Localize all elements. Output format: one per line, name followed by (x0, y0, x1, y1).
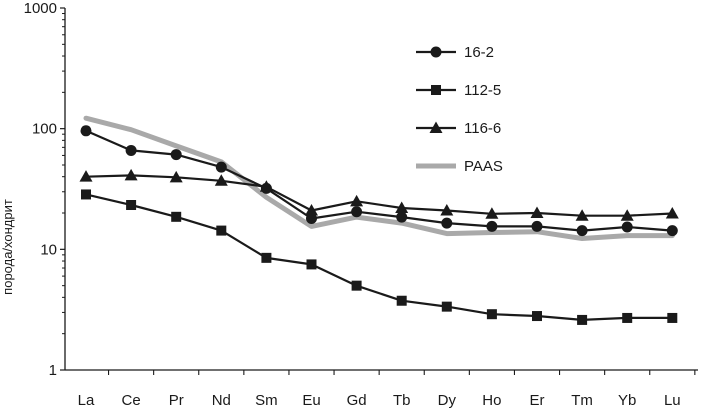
x-tick-label: Yb (618, 392, 636, 409)
x-tick-label: Nd (212, 392, 231, 409)
legend: 16-2 112-5 116-6 PAAS (416, 44, 503, 175)
legend-label-paas: PAAS (464, 158, 503, 175)
series-line-112-5 (84, 193, 674, 321)
data-point-16-2 (576, 225, 588, 237)
series-line-116-6 (84, 174, 674, 217)
series-112-5 (81, 189, 678, 325)
x-tick-label: Tm (571, 392, 593, 409)
data-point-112-5 (261, 252, 272, 263)
data-point-116-6 (575, 209, 589, 221)
data-point-112-5 (622, 312, 633, 323)
data-point-116-6 (485, 207, 499, 219)
x-tick-label: Sm (255, 392, 278, 409)
legend-item-paas: PAAS (416, 158, 503, 175)
legend-marker-112-5 (431, 85, 441, 95)
data-point-16-2 (351, 206, 363, 218)
x-tick-label: Dy (438, 392, 457, 409)
data-point-112-5 (171, 211, 182, 222)
legend-label-116-6: 116-6 (464, 120, 501, 137)
axes: 1 10 100 1000 La Ce Pr Nd Sm Eu Gd Tb Dy Ho Er Tm Yb Lu (24, 0, 698, 409)
data-point-16-2 (486, 220, 498, 232)
data-point-112-5 (306, 259, 317, 270)
data-point-112-5 (216, 225, 227, 236)
series-line-16-2 (84, 129, 674, 232)
legend-label-16-2: 16-2 (464, 44, 494, 61)
y-tick-label: 1 (49, 362, 57, 379)
series-layer (79, 115, 679, 325)
legend-marker-116-6 (429, 121, 443, 133)
data-point-116-6 (620, 209, 634, 221)
x-tick-label: Pr (169, 392, 184, 409)
x-tick-label: Gd (347, 392, 367, 409)
data-point-116-6 (395, 201, 409, 214)
data-point-116-6 (665, 207, 679, 219)
y-axis-label: порода/хондрит (0, 199, 15, 295)
data-point-16-2 (80, 125, 92, 137)
data-point-112-5 (486, 309, 497, 320)
data-point-16-2 (621, 221, 633, 233)
y-tick-label: 100 (32, 121, 57, 138)
series-paas (83, 115, 675, 241)
data-point-116-6 (214, 174, 228, 186)
data-point-112-5 (532, 311, 542, 322)
data-point-16-2 (531, 220, 543, 232)
legend-label-112-5: 112-5 (464, 82, 501, 99)
series-16-2 (80, 125, 678, 237)
x-tick-label: Eu (302, 392, 320, 409)
data-point-112-5 (441, 301, 452, 312)
data-point-16-2 (666, 225, 678, 237)
data-point-16-2 (306, 213, 317, 225)
x-tick-label: Er (530, 392, 545, 409)
data-point-116-6 (350, 194, 364, 207)
x-tick-label: Lu (664, 392, 681, 409)
legend-marker-16-2 (430, 46, 442, 58)
data-point-16-2 (170, 149, 182, 161)
data-point-116-6 (305, 203, 318, 216)
data-point-112-5 (577, 314, 588, 325)
data-point-112-5 (81, 189, 91, 200)
data-point-112-5 (667, 312, 678, 323)
data-point-116-6 (530, 206, 544, 219)
data-point-16-2 (215, 161, 227, 173)
data-point-116-6 (169, 170, 183, 183)
data-point-16-2 (125, 144, 137, 156)
data-point-112-5 (126, 200, 137, 211)
data-point-116-6 (259, 180, 273, 192)
series-116-6 (79, 168, 679, 221)
legend-item-16-2: 16-2 (416, 44, 494, 61)
x-tick-label: Ce (122, 392, 141, 409)
data-point-112-5 (396, 295, 407, 306)
legend-item-116-6: 116-6 (416, 120, 501, 137)
data-point-112-5 (351, 280, 362, 291)
y-tick-label: 10 (40, 241, 57, 258)
data-point-16-2 (441, 217, 453, 229)
legend-item-112-5: 112-5 (416, 82, 501, 99)
data-point-116-6 (79, 170, 93, 182)
x-tick-label: Ho (482, 392, 501, 409)
data-point-16-2 (396, 211, 408, 223)
x-tick-label: La (78, 392, 95, 409)
series-line-paas (83, 115, 675, 241)
data-point-116-6 (124, 168, 138, 181)
y-tick-label: 1000 (24, 0, 57, 17)
data-point-116-6 (440, 203, 454, 216)
x-tick-label: Tb (393, 392, 411, 409)
